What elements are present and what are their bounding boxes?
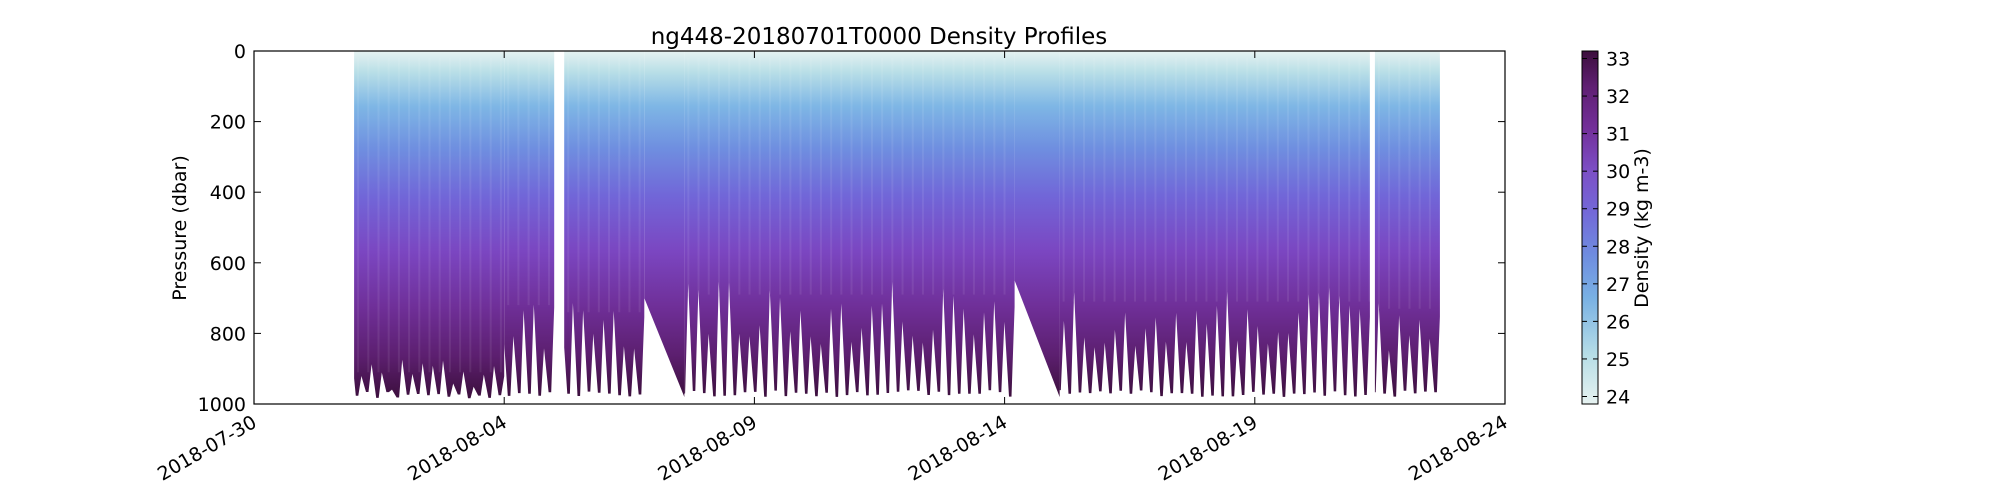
x-tick-label: 2018-08-14 (904, 411, 1011, 485)
profile-segment (504, 51, 555, 396)
profile-segment (1014, 51, 1060, 397)
profile-segment (644, 51, 685, 397)
y-tick-label: 800 (210, 323, 246, 345)
colorbar-tick-label: 30 (1606, 161, 1630, 183)
x-tick-label: 2018-08-24 (1405, 411, 1512, 485)
x-tick-label: 2018-08-09 (654, 411, 761, 485)
profile-segment (1374, 51, 1440, 397)
colorbar-ticks: 24 25 26 27 28 29 30 31 32 33 (1582, 49, 1630, 408)
colorbar-label: Density (kg m-3) (1631, 148, 1653, 308)
y-tick-label: 600 (210, 253, 246, 275)
y-axis-label: Pressure (dbar) (169, 155, 191, 301)
y-tick-label: 200 (210, 112, 246, 134)
x-tick-label: 2018-08-04 (404, 411, 511, 485)
colorbar-tick-label: 26 (1606, 311, 1630, 333)
y-axis: 0 200 400 600 800 1000 (198, 41, 1505, 416)
x-tick-label: 2018-08-19 (1155, 411, 1262, 485)
density-profiles (354, 51, 1440, 399)
y-tick-label: 1000 (198, 394, 246, 416)
colorbar-tick-label: 32 (1606, 86, 1630, 108)
y-tick-label: 400 (210, 182, 246, 204)
profile-segment (684, 51, 1015, 397)
colorbar-tick-label: 25 (1606, 349, 1630, 371)
colorbar-tick-label: 29 (1606, 199, 1630, 221)
colorbar (1581, 50, 1599, 405)
colorbar-tick-label: 24 (1606, 386, 1630, 408)
chart-title: ng448-20180701T0000 Density Profiles (651, 24, 1108, 50)
colorbar-tick-label: 31 (1606, 124, 1630, 146)
profile-segment (564, 51, 645, 397)
profile-segment (1059, 51, 1370, 397)
colorbar-tick-label: 28 (1606, 236, 1630, 258)
colorbar-tick-label: 33 (1606, 49, 1630, 71)
x-tick-label: 2018-07-30 (154, 411, 261, 485)
plot-frame (253, 50, 1506, 405)
profile-segment (354, 51, 505, 399)
y-tick-label: 0 (234, 41, 246, 63)
colorbar-tick-label: 27 (1606, 274, 1630, 296)
